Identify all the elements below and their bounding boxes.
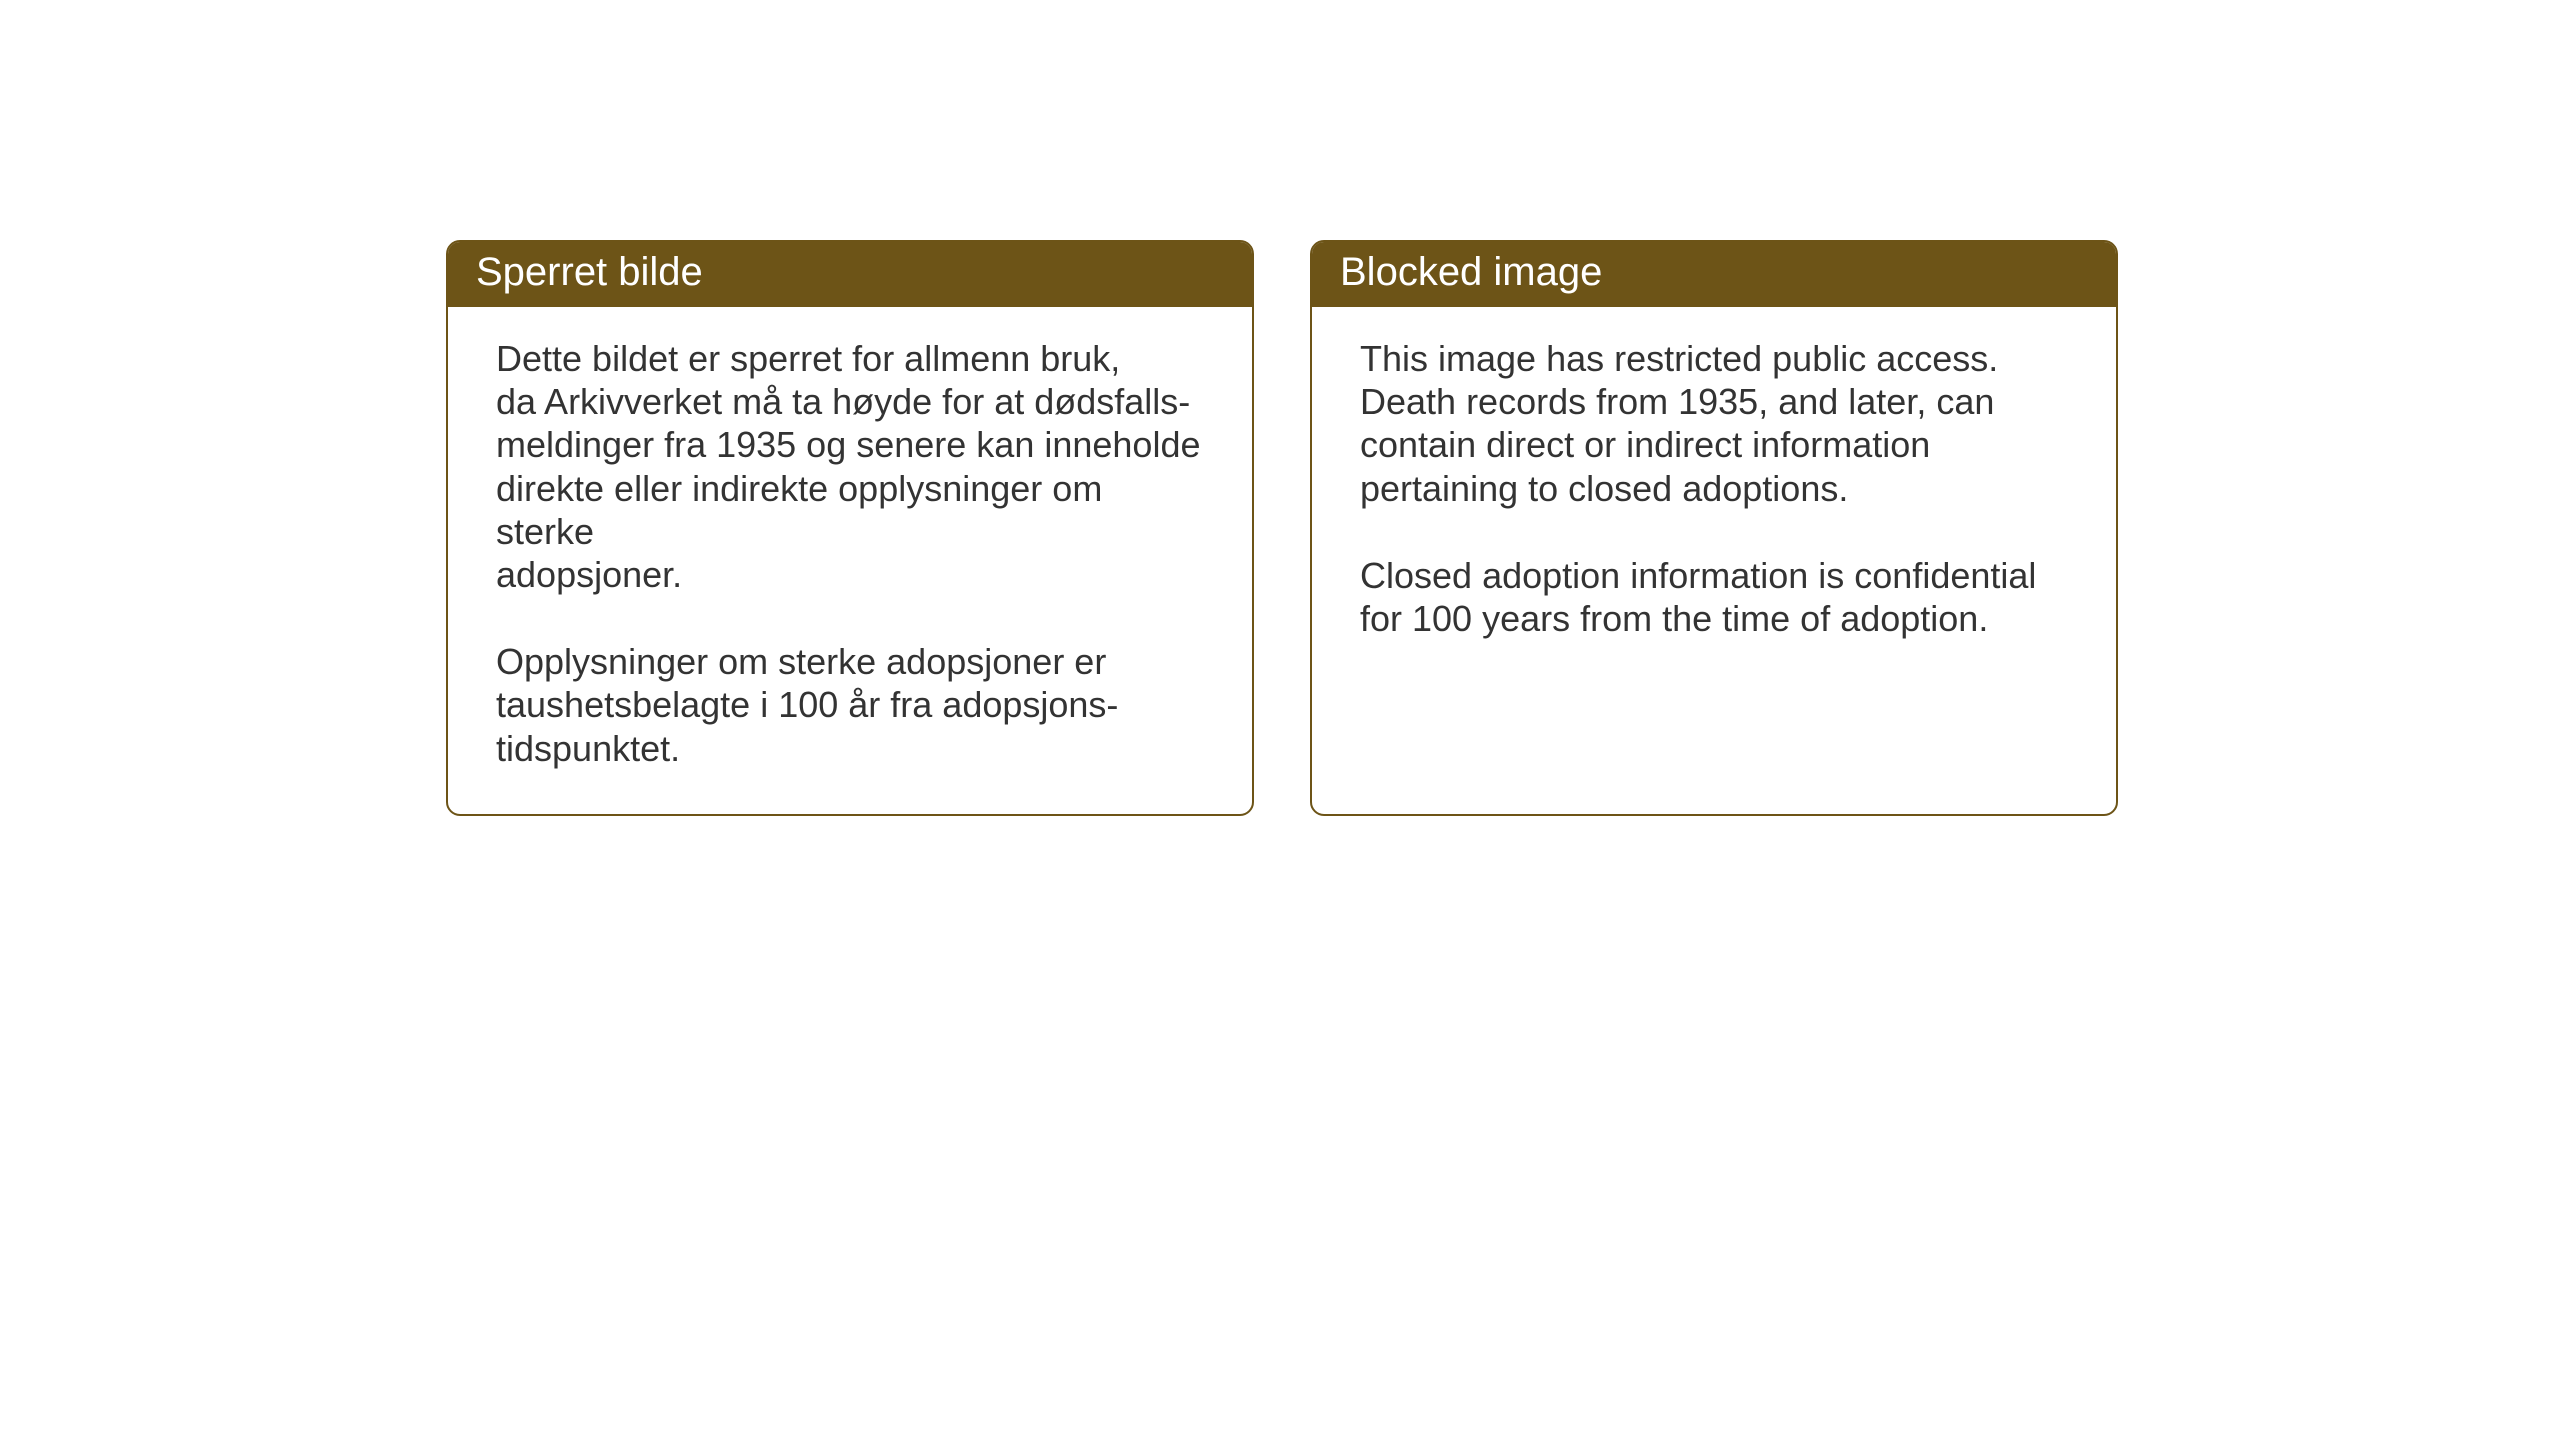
- card-body-norwegian: Dette bildet er sperret for allmenn bruk…: [448, 307, 1252, 814]
- card-paragraph-2: Opplysninger om sterke adopsjoner er tau…: [496, 640, 1204, 770]
- card-title: Blocked image: [1340, 250, 1602, 294]
- card-body-english: This image has restricted public access.…: [1312, 307, 2116, 684]
- card-paragraph-1: Dette bildet er sperret for allmenn bruk…: [496, 337, 1204, 596]
- cards-container: Sperret bilde Dette bildet er sperret fo…: [446, 240, 2118, 816]
- card-english: Blocked image This image has restricted …: [1310, 240, 2118, 816]
- card-paragraph-2: Closed adoption information is confident…: [1360, 554, 2068, 640]
- card-title: Sperret bilde: [476, 250, 703, 294]
- card-paragraph-1: This image has restricted public access.…: [1360, 337, 2068, 510]
- card-header-english: Blocked image: [1312, 242, 2116, 307]
- card-norwegian: Sperret bilde Dette bildet er sperret fo…: [446, 240, 1254, 816]
- card-header-norwegian: Sperret bilde: [448, 242, 1252, 307]
